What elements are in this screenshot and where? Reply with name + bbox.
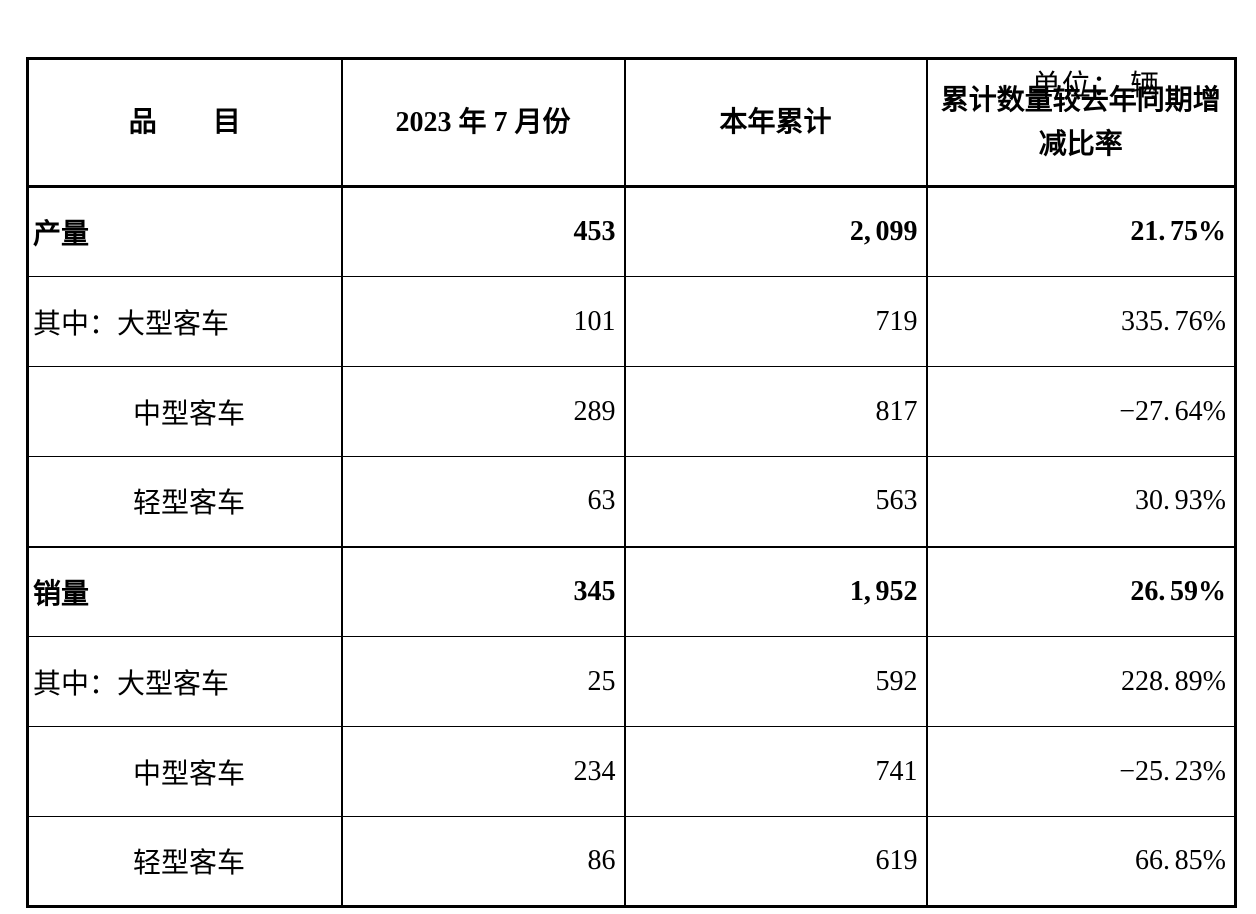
table-row: 轻型客车 63 563 30. 93% bbox=[26, 456, 1237, 547]
row-label: 轻型客车 bbox=[26, 456, 343, 547]
table-row: 轻型客车 86 619 66. 85% bbox=[26, 816, 1237, 907]
cell-month-value: 25 bbox=[340, 636, 626, 727]
cell-month-value: 234 bbox=[340, 726, 626, 817]
row-label: 其中：大型客车 bbox=[26, 276, 343, 367]
row-label: 其中：大型客车 bbox=[26, 636, 343, 727]
column-header-month: 2023 年 7 月份 bbox=[340, 57, 626, 188]
column-header-ytd: 本年累计 bbox=[623, 57, 928, 188]
cell-change-value: 335. 76% bbox=[925, 276, 1237, 367]
column-header-yoy-change: 累计数量较去年同期增减比率 bbox=[925, 57, 1237, 188]
row-label: 销量 bbox=[26, 545, 343, 637]
table-row: 其中：大型客车 101 719 335. 76% bbox=[26, 276, 1237, 367]
table-row: 中型客车 289 817 −27. 64% bbox=[26, 366, 1237, 457]
cell-change-value: 21. 75% bbox=[925, 186, 1237, 277]
cell-change-value: 66. 85% bbox=[925, 816, 1237, 907]
cell-ytd-value: 619 bbox=[623, 816, 928, 907]
unit-label: 单位： 辆 bbox=[1031, 70, 1160, 102]
cell-change-value: 26. 59% bbox=[925, 545, 1237, 637]
cell-ytd-value: 2, 099 bbox=[623, 186, 928, 277]
row-label: 中型客车 bbox=[26, 726, 343, 817]
cell-month-value: 345 bbox=[340, 545, 626, 637]
cell-month-value: 453 bbox=[340, 186, 626, 277]
cell-ytd-value: 719 bbox=[623, 276, 928, 367]
row-label: 中型客车 bbox=[26, 366, 343, 457]
cell-change-value: −27. 64% bbox=[925, 366, 1237, 457]
table-row: 中型客车 234 741 −25. 23% bbox=[26, 726, 1237, 817]
cell-change-value: −25. 23% bbox=[925, 726, 1237, 817]
cell-month-value: 289 bbox=[340, 366, 626, 457]
cell-change-value: 30. 93% bbox=[925, 456, 1237, 547]
cell-ytd-value: 563 bbox=[623, 456, 928, 547]
table-row: 其中：大型客车 25 592 228. 89% bbox=[26, 636, 1237, 727]
cell-month-value: 63 bbox=[340, 456, 626, 547]
header-row: 品 目 2023 年 7 月份 本年累计 累计数量较去年同期增减比率 bbox=[26, 57, 1237, 188]
table-row: 销量 345 1, 952 26. 59% bbox=[26, 545, 1237, 637]
column-header-item: 品 目 bbox=[26, 57, 343, 188]
row-label: 产量 bbox=[26, 186, 343, 277]
table-row: 产量 453 2, 099 21. 75% bbox=[26, 186, 1237, 277]
cell-month-value: 86 bbox=[340, 816, 626, 907]
cell-change-value: 228. 89% bbox=[925, 636, 1237, 727]
row-label: 轻型客车 bbox=[26, 816, 343, 907]
cell-month-value: 101 bbox=[340, 276, 626, 367]
cell-ytd-value: 592 bbox=[623, 636, 928, 727]
production-sales-table: 品 目 2023 年 7 月份 本年累计 累计数量较去年同期增减比率 产量 45… bbox=[26, 57, 1237, 908]
cell-ytd-value: 817 bbox=[623, 366, 928, 457]
cell-ytd-value: 741 bbox=[623, 726, 928, 817]
cell-ytd-value: 1, 952 bbox=[623, 545, 928, 637]
